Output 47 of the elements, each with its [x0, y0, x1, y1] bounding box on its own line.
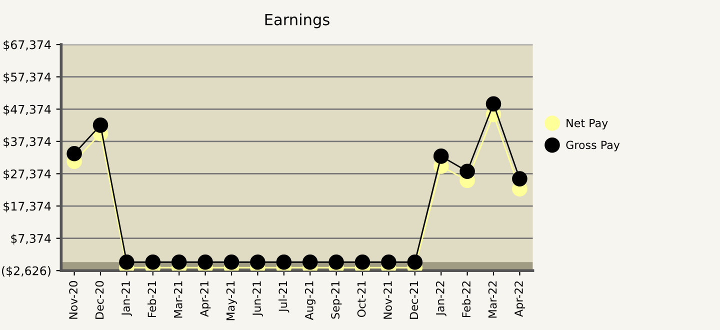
y-tick-label: $47,374: [4, 104, 51, 116]
legend-label: Gross Pay: [566, 140, 620, 152]
x-tick-label: Jun-21: [252, 281, 263, 316]
point: [250, 254, 266, 270]
point: [66, 146, 82, 162]
point: [512, 171, 528, 186]
point: [460, 164, 475, 180]
x-tick-label: Jul-21: [278, 281, 290, 312]
point: [328, 254, 344, 270]
point: [198, 254, 213, 270]
x-tick-label: Apr-21: [200, 281, 211, 317]
chart-title: Earnings: [265, 13, 330, 28]
point: [486, 96, 502, 112]
y-tick-label: $67,374: [4, 40, 51, 51]
x-tick-label: Feb-22: [462, 281, 471, 318]
x-tick-label: Feb-21: [148, 281, 156, 318]
y-tick-label: $7,374: [11, 234, 51, 245]
y-tick-label: $37,374: [4, 136, 51, 148]
point: [276, 254, 292, 270]
legend-label: Net Pay: [566, 119, 608, 130]
y-tick-label: $27,374: [4, 169, 51, 180]
x-tick-label: Jan-21: [122, 281, 132, 316]
x-tick-label: Aug-21: [304, 281, 316, 320]
point: [302, 254, 318, 270]
point: [171, 254, 187, 270]
y-tick-label: $57,374: [4, 72, 51, 84]
x-tick-label: Apr-22: [514, 281, 526, 317]
point: [354, 254, 370, 270]
x-tick-label: Sep-21: [331, 281, 342, 319]
x-tick-label: Mar-22: [488, 281, 497, 318]
x-tick-label: May-21: [226, 281, 237, 320]
x-tick-label: Dec-20: [95, 281, 104, 319]
point: [145, 254, 161, 270]
point: [224, 254, 240, 270]
x-tick-label: Oct-21: [357, 281, 366, 318]
point: [433, 148, 449, 164]
point: [407, 254, 423, 270]
point: [92, 118, 108, 133]
x-tick-label: Jan-22: [436, 281, 446, 316]
x-tick-label: Nov-20: [69, 281, 78, 319]
x-tick-label: Mar-21: [174, 281, 182, 318]
point: [119, 254, 134, 270]
y-tick-label: $17,374: [4, 202, 51, 212]
x-tick-label: Nov-21: [384, 281, 392, 319]
x-tick-label: Dec-21: [410, 281, 418, 319]
point: [381, 254, 396, 270]
y-tick-label: ($2,626): [2, 266, 50, 277]
